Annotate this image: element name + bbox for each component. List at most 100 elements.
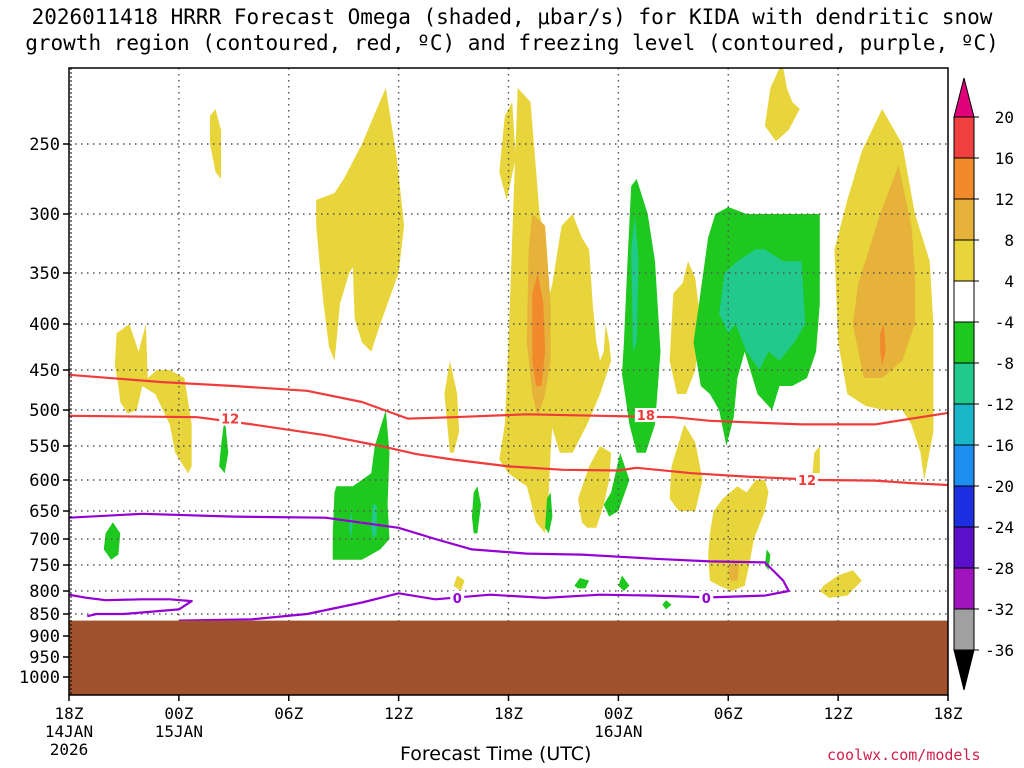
y-tick-label-600: 600 — [29, 471, 60, 491]
colorbar-label-11: -28 — [985, 559, 1014, 578]
colorbar-label-2: 12 — [995, 190, 1014, 209]
x-tick-date-0: 14JAN — [45, 722, 93, 741]
y-tick-label-650: 650 — [29, 502, 60, 522]
y-tick-label-300: 300 — [29, 205, 60, 225]
omega-region--8-34 — [719, 249, 806, 370]
y-tick-label-700: 700 — [29, 530, 60, 550]
x-tick-label-6: 06Z — [714, 704, 743, 723]
omega-region--8-36 — [371, 504, 377, 539]
omega-region-4-8 — [669, 261, 701, 394]
chart-title: 2026011418 HRRR Forecast Omega (shaded, … — [0, 4, 1024, 56]
dgz-contour-label-1-bg — [634, 408, 657, 423]
y-tick-label-450: 450 — [29, 361, 60, 381]
y-tick-label-500: 500 — [29, 401, 60, 421]
omega-region--8-35 — [349, 511, 353, 539]
colorbar-bin-0 — [953, 116, 975, 159]
colorbar-label-6: -8 — [995, 354, 1014, 373]
dgz-contour-label-2-bg — [795, 473, 818, 487]
omega-region-4-4 — [499, 102, 516, 200]
colorbar-top-arrow — [953, 77, 975, 118]
colorbar: 20 16 12 8 4 -4 -8 -12 -16 -20 -24 -28 -32 -36 — [953, 77, 1014, 691]
omega-region--4-27 — [545, 492, 553, 534]
y-tick-label-400: 400 — [29, 315, 60, 335]
colorbar-bin-10 — [953, 526, 975, 569]
freezing-contour-0 — [69, 512, 790, 622]
plot-area: 12 18 12 0 0 — [69, 68, 948, 695]
colorbar-label-0: 20 — [995, 108, 1014, 127]
dgz-contour-label-2: 12 — [798, 474, 816, 489]
colorbar-bin-9 — [953, 485, 975, 528]
omega-region--4-29 — [574, 578, 590, 589]
freezing-contour-label-1-bg — [699, 590, 714, 605]
omega-region--4-25 — [103, 522, 121, 560]
y-tick-label-1000: 1000 — [19, 668, 60, 688]
y-tick-label-250: 250 — [29, 135, 60, 155]
colorbar-bin-11 — [953, 567, 975, 610]
omega-region-4-10 — [708, 480, 769, 591]
x-tick-date-1: 15JAN — [155, 722, 203, 741]
x-tick-label-8: 18Z — [934, 704, 963, 723]
colorbar-label-8: -16 — [985, 436, 1014, 455]
x-tick-label-3: 12Z — [384, 704, 413, 723]
y-tick-label-850: 850 — [29, 605, 60, 625]
freezing-contour-label-1: 0 — [702, 592, 711, 607]
y-tick-label-750: 750 — [29, 556, 60, 576]
colorbar-bin-8 — [953, 444, 975, 487]
colorbar-label-5: -4 — [995, 313, 1014, 332]
freezing-contour-1 — [69, 593, 193, 618]
colorbar-label-7: -12 — [985, 395, 1014, 414]
colorbar-label-12: -32 — [985, 600, 1014, 619]
colorbar-bin-4 — [953, 280, 975, 323]
dgz-contour-label-0-bg — [219, 411, 242, 426]
dgz-contour-label-1: 18 — [637, 409, 655, 424]
ground-fill — [69, 620, 948, 695]
dgz-contour-0 — [69, 373, 948, 426]
dgz-contour-label-0: 12 — [221, 413, 239, 428]
y-tick-label-550: 550 — [29, 437, 60, 457]
omega-region-8-17 — [852, 165, 915, 378]
colorbar-label-13: -36 — [985, 641, 1014, 660]
x-tick-label-5: 00Z — [604, 704, 633, 723]
colorbar-bin-12 — [953, 608, 975, 651]
omega-region-4-0 — [210, 109, 221, 179]
omega-region-12-20 — [880, 324, 886, 366]
dgz-contour-1 — [69, 414, 948, 487]
freezing-contour-label-0-bg — [450, 590, 465, 605]
chart-title-line-1: 2026011418 HRRR Forecast Omega (shaded, … — [31, 5, 993, 29]
omega-region-4-6 — [444, 360, 460, 453]
omega-region-4-2 — [316, 88, 405, 361]
omega-region-4-14 — [819, 570, 862, 598]
colorbar-label-4: 4 — [1004, 272, 1014, 291]
omega-region-4-11 — [764, 68, 800, 142]
credit-text[interactable]: coolwx.com/models — [827, 746, 981, 764]
y-tick-label-800: 800 — [29, 582, 60, 602]
omega-region-4-1 — [114, 324, 192, 474]
x-tick-year-0: 2026 — [50, 740, 89, 759]
colorbar-bin-6 — [953, 362, 975, 405]
omega-region-12-19 — [532, 273, 546, 386]
omega-region--4-30 — [618, 575, 630, 591]
freezing-contour-label-0: 0 — [453, 592, 462, 607]
colorbar-label-3: 8 — [1004, 231, 1014, 250]
colorbar-label-10: -24 — [985, 518, 1014, 537]
omega-region--8-37 — [750, 283, 762, 324]
colorbar-bottom-arrow — [953, 649, 975, 691]
y-tick-label-950: 950 — [29, 648, 60, 668]
omega-region--4-32 — [662, 600, 672, 610]
colorbar-bin-7 — [953, 403, 975, 446]
chart-title-line-2: growth region (contoured, red, ºC) and f… — [25, 31, 999, 55]
omega-region--4-24 — [219, 417, 229, 474]
omega-region-4-5 — [545, 214, 612, 453]
omega-region-4-13 — [812, 446, 820, 474]
omega-region-4-7 — [578, 446, 612, 528]
x-tick-label-0: 18Z — [55, 704, 84, 723]
colorbar-bin-5 — [953, 321, 975, 364]
x-tick-date-5: 16JAN — [594, 722, 642, 741]
plot-clipped: 12 18 12 0 0 — [69, 68, 948, 695]
omega-region-4-15 — [453, 575, 465, 591]
y-tick-label-350: 350 — [29, 264, 60, 284]
axes: 250 300 350 400 450 500 550 600 650 700 750 800 850 9… — [19, 67, 963, 759]
x-axis-label: Forecast Time (UTC) — [400, 743, 592, 765]
colorbar-label-9: -20 — [985, 477, 1014, 496]
